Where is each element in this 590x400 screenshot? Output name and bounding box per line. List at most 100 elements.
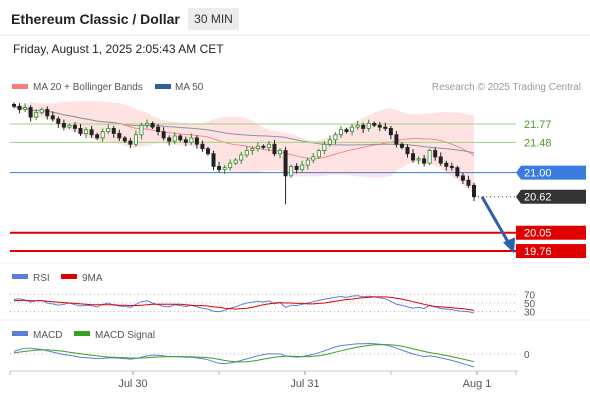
candle-body	[405, 146, 410, 155]
candle-body	[388, 128, 393, 136]
candle-body	[23, 107, 28, 110]
candle-body	[311, 156, 316, 161]
candle-body	[460, 175, 465, 181]
candle-body	[189, 137, 194, 143]
macd-line	[13, 342, 475, 368]
candle-body	[89, 129, 94, 136]
legend-swatch-macd	[12, 331, 28, 336]
candle-body	[17, 105, 22, 110]
candle-body	[394, 134, 399, 145]
candle-body	[122, 137, 127, 142]
candle-body	[205, 148, 210, 155]
candle-body	[449, 165, 454, 169]
candle-body	[438, 156, 443, 164]
candle-body	[34, 112, 39, 118]
candle-body	[194, 137, 199, 145]
candle-body	[139, 124, 144, 136]
timestamp: Friday, August 1, 2025 2:05:43 AM CET	[13, 42, 224, 56]
x-axis: Jul 30 Jul 31 Aug 1	[9, 371, 517, 390]
rsi-tick-label: 50	[524, 299, 536, 310]
candle-body	[45, 109, 50, 117]
candle-body	[128, 140, 133, 145]
candle-body	[294, 165, 299, 170]
legend-swatch-rsi	[12, 274, 28, 279]
candle-body	[145, 122, 150, 126]
candle-body	[28, 107, 33, 118]
legend-label-ma20: MA 20 + Bollinger Bands	[33, 82, 143, 93]
candle-body	[156, 126, 161, 133]
candle-body	[355, 124, 360, 128]
candle-body	[67, 124, 72, 128]
legend-label-ma50: MA 50	[175, 82, 204, 93]
candle-body	[178, 135, 183, 141]
candle-body	[361, 124, 366, 129]
candle-body	[183, 139, 188, 143]
candle-body	[300, 164, 305, 170]
copyright: Research © 2025 Trading Central	[432, 82, 581, 93]
candle-body	[150, 122, 155, 128]
forecast-arrowhead	[503, 237, 515, 254]
candle-body	[239, 154, 244, 161]
candle-body	[211, 153, 216, 167]
candle-body	[416, 158, 421, 161]
rsi-ma-line	[13, 296, 475, 311]
current-price-tag	[516, 165, 586, 180]
forecast-arrow-shaft	[480, 195, 512, 247]
candle-body	[61, 122, 66, 128]
candle-body	[266, 143, 271, 148]
legend-swatch-macd-signal	[74, 331, 90, 336]
candle-body	[350, 126, 355, 133]
rsi-tick-label: 30	[524, 308, 536, 319]
candle-body	[100, 131, 105, 139]
legend-label-rsi: RSI	[33, 273, 50, 284]
legend-swatch-ma20	[12, 84, 28, 89]
support-label: 19.76	[524, 246, 552, 258]
macd-tick-label: 0	[524, 350, 530, 361]
candle-body	[322, 143, 327, 151]
candle-body	[84, 129, 89, 134]
price-panel: 21.77 21.48 21.00 20.62 20.05 19.76	[10, 101, 586, 259]
candle-body	[222, 167, 227, 170]
support-label: 20.05	[524, 228, 552, 240]
candle-body	[344, 129, 349, 132]
legend-swatch-ma50	[155, 84, 171, 89]
resistance-label: 21.48	[524, 137, 552, 149]
candle-body	[233, 159, 238, 164]
candle-body	[316, 150, 321, 158]
legend-label-macd-signal: MACD Signal	[95, 330, 155, 341]
candle-body	[217, 165, 222, 170]
candle-body	[411, 153, 416, 161]
candle-body	[117, 133, 122, 139]
candle-body	[471, 184, 476, 198]
candle-body	[95, 134, 100, 139]
candle-body	[372, 122, 377, 126]
chart-title: Ethereum Classic / Dollar	[11, 11, 180, 27]
legend-label-rsi-ma: 9MA	[82, 273, 103, 284]
candle-body	[161, 131, 166, 139]
macd-signal-line	[13, 344, 475, 363]
timeframe-badge[interactable]	[188, 8, 239, 30]
candle-body	[56, 118, 61, 124]
support-tag	[516, 225, 586, 240]
candle-body	[167, 137, 172, 142]
rsi-tick-label: 70	[524, 290, 536, 301]
candle-body	[133, 134, 138, 145]
timeframe-label: 30 MIN	[194, 12, 233, 26]
candle-body	[250, 148, 255, 151]
candle-body	[50, 115, 55, 120]
candle-body	[427, 150, 432, 164]
bollinger-band	[14, 101, 474, 196]
candle-body	[289, 165, 294, 177]
candle-body	[338, 129, 343, 136]
pivot-label: 20.62	[524, 192, 552, 204]
candle-body	[444, 162, 449, 167]
candle-body	[228, 162, 233, 169]
pivot-tag	[516, 189, 586, 204]
candle-body	[333, 134, 338, 141]
candle-body	[305, 159, 310, 166]
candle-body	[244, 150, 249, 156]
candle-body	[200, 143, 205, 150]
candle-body	[261, 145, 266, 148]
